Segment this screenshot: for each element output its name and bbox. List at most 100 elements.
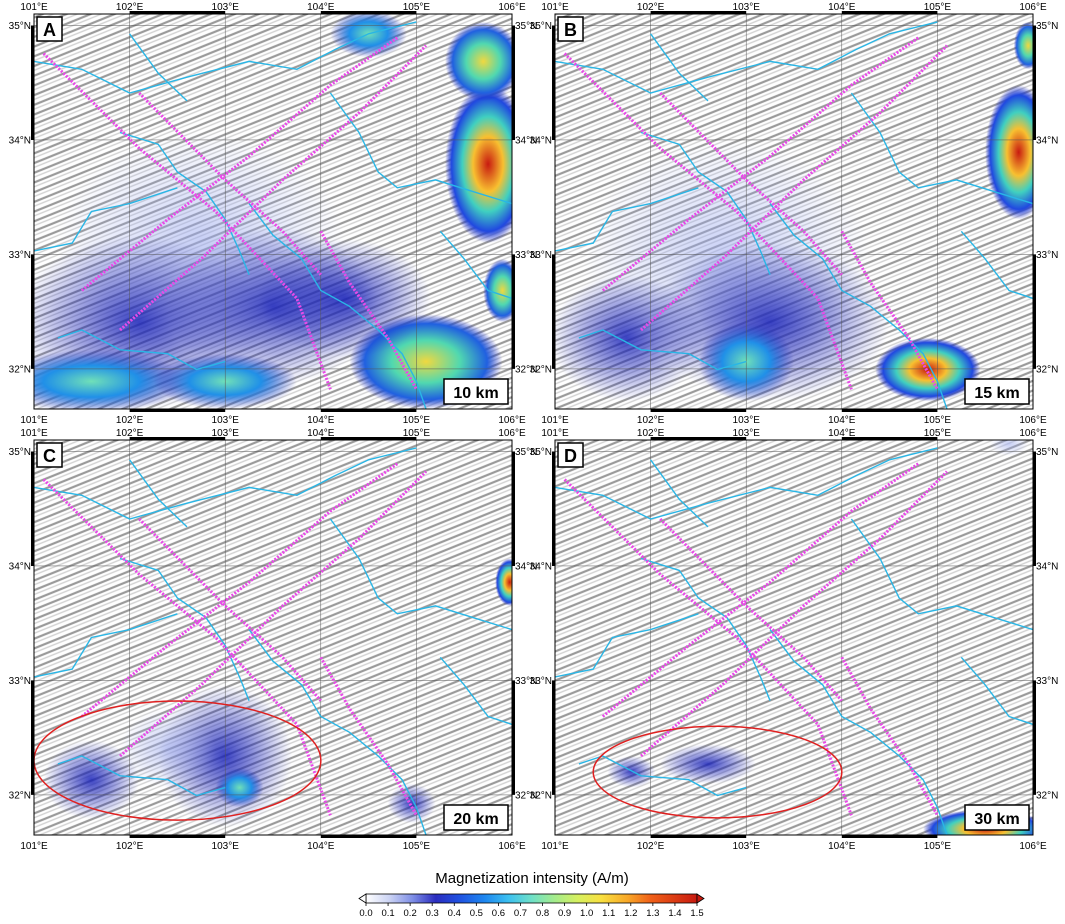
lon-tick-label-top: 104°E	[828, 2, 856, 13]
lon-tick-label-top: 102°E	[116, 2, 144, 13]
colorbar-tick-label: 0.4	[448, 908, 461, 919]
lon-tick-label-top: 106°E	[498, 428, 526, 439]
river-line	[34, 613, 178, 678]
river-line	[650, 33, 709, 102]
river-line	[329, 518, 512, 631]
lon-tick-label-top: 101°E	[541, 428, 569, 439]
colorbar-tick-label: 1.3	[646, 908, 659, 919]
depth-label-box	[443, 378, 509, 405]
lat-tick-label-left: 32°N	[530, 790, 552, 801]
lat-tick-label-left: 35°N	[9, 447, 31, 458]
highlight-ellipse	[34, 700, 322, 821]
panel-letter-box	[36, 16, 63, 42]
lon-tick-label-top: 104°E	[307, 428, 335, 439]
magnetization-anomaly	[989, 440, 1029, 456]
lon-tick-label-top: 106°E	[498, 2, 526, 13]
lon-tick-label-bottom: 103°E	[212, 415, 240, 426]
lon-tick-label-bottom: 102°E	[637, 415, 665, 426]
depth-label-box	[964, 378, 1030, 405]
lon-tick-label-bottom: 104°E	[307, 841, 335, 852]
lat-tick-label-left: 35°N	[530, 21, 552, 32]
river-line	[34, 21, 417, 94]
lat-tick-label-left: 33°N	[530, 250, 552, 261]
river-line	[960, 656, 1033, 726]
survey-profile	[659, 91, 843, 276]
colorbar-tick-label: 1.2	[624, 908, 637, 919]
lon-tick-label-bottom: 105°E	[403, 841, 431, 852]
survey-profile	[640, 44, 949, 332]
lon-tick-label-bottom: 106°E	[498, 841, 526, 852]
lat-tick-label-left: 33°N	[9, 250, 31, 261]
lon-tick-label-bottom: 106°E	[1019, 415, 1047, 426]
survey-profile	[42, 52, 332, 390]
lon-tick-label-bottom: 106°E	[1019, 841, 1047, 852]
colorbar-tick-label: 0.5	[470, 908, 483, 919]
depth-label: 15 km	[974, 385, 1019, 402]
lat-tick-label-right: 34°N	[515, 135, 537, 146]
map-frame	[554, 439, 1034, 836]
lon-tick-label-top: 105°E	[403, 2, 431, 13]
lon-tick-label-bottom: 101°E	[20, 841, 48, 852]
magnetization-anomaly	[215, 767, 264, 808]
lon-tick-label-top: 101°E	[541, 2, 569, 13]
river-line	[850, 518, 1033, 631]
lat-tick-label-left: 34°N	[530, 135, 552, 146]
lat-tick-label-left: 34°N	[9, 561, 31, 572]
river-line	[119, 557, 250, 701]
lat-tick-label-right: 34°N	[515, 561, 537, 572]
lat-tick-label-left: 32°N	[9, 364, 31, 375]
river-line	[439, 230, 512, 300]
river-line	[960, 230, 1033, 300]
map-frame	[33, 439, 513, 836]
lat-tick-label-left: 35°N	[9, 21, 31, 32]
magnetization-anomaly	[607, 756, 656, 788]
lat-tick-label-right: 33°N	[1036, 676, 1058, 687]
river-line	[640, 557, 771, 701]
panel-letter: D	[564, 446, 577, 466]
panel-letter-box	[557, 16, 584, 42]
lat-tick-label-left: 35°N	[530, 447, 552, 458]
lat-tick-label-left: 32°N	[530, 364, 552, 375]
survey-profile	[319, 656, 418, 817]
lon-tick-label-top: 103°E	[212, 2, 240, 13]
lat-tick-label-right: 32°N	[515, 364, 537, 375]
river-line	[34, 187, 178, 252]
colorbar-tick-label: 1.4	[668, 908, 681, 919]
depth-label: 10 km	[453, 385, 498, 402]
lon-tick-label-top: 105°E	[924, 2, 952, 13]
magnetization-anomaly	[483, 258, 512, 323]
colorbar-low-triangle	[358, 893, 367, 904]
river-line	[248, 203, 427, 409]
lon-tick-label-bottom: 104°E	[828, 415, 856, 426]
river-line	[578, 329, 747, 371]
river-line	[769, 629, 948, 835]
colorbar-tick-label: 1.0	[580, 908, 593, 919]
survey-profile	[138, 91, 322, 276]
colorbar: Magnetization intensity (A/m) 0.0 0.1 0.2 0.…	[358, 870, 705, 919]
map-frame	[554, 13, 1034, 410]
lon-tick-label-bottom: 101°E	[20, 415, 48, 426]
survey-profile	[640, 470, 949, 758]
survey-profile	[601, 36, 920, 292]
survey-profile	[563, 478, 853, 816]
panel-letter: C	[43, 446, 56, 466]
river-line	[57, 755, 226, 797]
lat-tick-label-right: 35°N	[1036, 21, 1058, 32]
river-line	[555, 21, 938, 94]
river-line	[34, 447, 417, 520]
survey-profile	[80, 36, 399, 292]
depth-label-box	[443, 804, 509, 831]
river-line	[129, 33, 188, 102]
lon-tick-label-top: 105°E	[403, 428, 431, 439]
lon-tick-label-bottom: 102°E	[116, 415, 144, 426]
magnetization-anomaly	[387, 783, 436, 824]
lon-tick-label-bottom: 105°E	[924, 415, 952, 426]
lat-tick-label-left: 32°N	[9, 790, 31, 801]
survey-profile	[659, 517, 843, 702]
lon-tick-label-bottom: 102°E	[637, 841, 665, 852]
lat-tick-label-right: 34°N	[1036, 135, 1058, 146]
colorbar-ramp	[365, 893, 698, 904]
lon-tick-label-top: 106°E	[1019, 2, 1047, 13]
lon-tick-label-bottom: 102°E	[116, 841, 144, 852]
